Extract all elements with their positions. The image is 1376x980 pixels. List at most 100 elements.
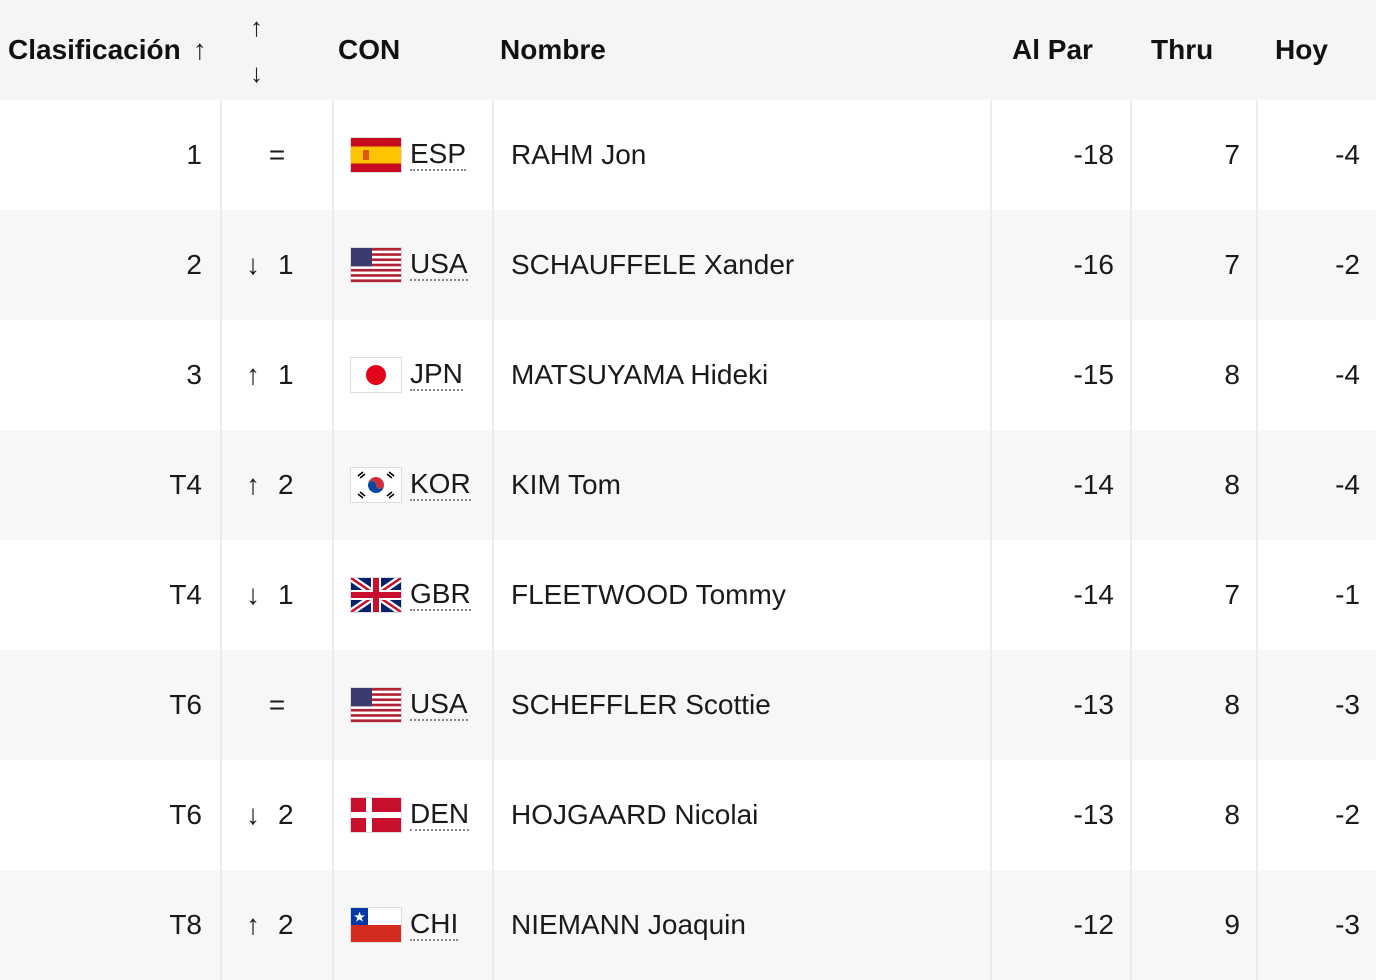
today-value: -2 — [1335, 799, 1360, 830]
to-par-cell: -18 — [992, 100, 1132, 210]
position-cell: T4 — [0, 540, 222, 650]
thru-value: 8 — [1224, 689, 1240, 720]
player-name[interactable]: SCHAUFFELE Xander — [511, 249, 795, 280]
table-row[interactable]: T6 = USA SCHEFFLER Scottie -13 8 -3 — [0, 650, 1376, 760]
player-name-cell: SCHAUFFELE Xander — [494, 210, 992, 320]
movement-value: 2 — [278, 799, 294, 830]
position-cell: 1 — [0, 100, 222, 210]
today-value: -1 — [1335, 579, 1360, 610]
today-cell: -4 — [1258, 100, 1376, 210]
nation-code[interactable]: USA — [410, 248, 468, 281]
to-par-cell: -15 — [992, 320, 1132, 430]
to-par-cell: -14 — [992, 430, 1132, 540]
movement-cell: = — [222, 650, 334, 760]
position-cell: T6 — [0, 760, 222, 870]
player-name[interactable]: RAHM Jon — [511, 139, 647, 170]
thru-cell: 7 — [1132, 100, 1258, 210]
today-cell: -2 — [1258, 210, 1376, 320]
today-cell: -4 — [1258, 430, 1376, 540]
thru-cell: 8 — [1132, 320, 1258, 430]
nation-cell: DEN — [334, 760, 494, 870]
to-par-value: -15 — [1073, 359, 1114, 390]
player-name-cell: KIM Tom — [494, 430, 992, 540]
position-value: T6 — [169, 799, 202, 830]
nation-code[interactable]: KOR — [410, 468, 471, 501]
table-row[interactable]: T4 ↑ 2 KOR KIM Tom -14 8 -4 — [0, 430, 1376, 540]
kor-flag-icon — [350, 467, 402, 503]
leaderboard-header: Clasificación ↑ ↑ ↓ CON Nombre Al Par Th… — [0, 0, 1376, 100]
header-movement[interactable]: ↑ ↓ — [222, 0, 334, 100]
today-value: -4 — [1335, 359, 1360, 390]
position-cell: T8 — [0, 870, 222, 980]
thru-value: 8 — [1224, 469, 1240, 500]
thru-value: 8 — [1224, 359, 1240, 390]
header-position-label: Clasificación — [8, 34, 181, 65]
header-today: Hoy — [1275, 34, 1328, 65]
today-value: -2 — [1335, 249, 1360, 280]
movement-value: 1 — [278, 359, 294, 390]
arrow-up-icon: ↑ — [246, 359, 260, 390]
player-name-cell: MATSUYAMA Hideki — [494, 320, 992, 430]
today-cell: -2 — [1258, 760, 1376, 870]
position-value: 2 — [186, 249, 202, 280]
leaderboard-rows: 1 = ESP RAHM Jon -18 7 -4 2 ↓ 1 USA SCHAUFFELE Xand… — [0, 100, 1376, 980]
thru-cell: 8 — [1132, 650, 1258, 760]
position-cell: 3 — [0, 320, 222, 430]
to-par-value: -18 — [1073, 139, 1114, 170]
arrow-up-icon: ↑ — [246, 469, 260, 500]
sort-ascending-icon[interactable]: ↑ — [192, 34, 207, 65]
arrow-down-icon: ↓ — [246, 799, 260, 830]
nation-cell: ESP — [334, 100, 494, 210]
today-cell: -4 — [1258, 320, 1376, 430]
nation-code[interactable]: JPN — [410, 358, 463, 391]
thru-value: 7 — [1224, 249, 1240, 280]
table-row[interactable]: T6 ↓ 2 DEN HOJGAARD Nicolai -13 8 -2 — [0, 760, 1376, 870]
player-name-cell: FLEETWOOD Tommy — [494, 540, 992, 650]
nation-code[interactable]: USA — [410, 688, 468, 721]
header-position[interactable]: Clasificación ↑ — [0, 0, 222, 100]
arrow-up-icon: ↑ — [246, 909, 260, 940]
today-value: -3 — [1335, 689, 1360, 720]
table-row[interactable]: T8 ↑ 2 CHI NIEMANN Joaquin -12 9 -3 — [0, 870, 1376, 980]
position-value: 1 — [186, 139, 202, 170]
to-par-value: -13 — [1073, 799, 1114, 830]
nation-code[interactable]: ESP — [410, 138, 467, 171]
sort-down-icon: ↓ — [250, 58, 263, 88]
nation-code[interactable]: DEN — [410, 798, 470, 831]
nation-code[interactable]: CHI — [410, 908, 459, 941]
header-to-par: Al Par — [1012, 34, 1093, 65]
chi-flag-icon — [350, 907, 402, 943]
thru-value: 9 — [1224, 909, 1240, 940]
header-nation: CON — [338, 34, 401, 65]
movement-value: 1 — [278, 579, 294, 610]
player-name[interactable]: MATSUYAMA Hideki — [511, 359, 769, 390]
arrow-down-icon: ↓ — [246, 579, 260, 610]
to-par-value: -14 — [1073, 579, 1114, 610]
thru-value: 8 — [1224, 799, 1240, 830]
table-row[interactable]: T4 ↓ 1 GBR FLEETWOOD Tommy -14 7 -1 — [0, 540, 1376, 650]
player-name[interactable]: FLEETWOOD Tommy — [511, 579, 786, 610]
nation-code[interactable]: GBR — [410, 578, 471, 611]
player-name[interactable]: KIM Tom — [511, 469, 621, 500]
sort-up-icon: ↑ — [250, 12, 263, 42]
nation-cell: USA — [334, 210, 494, 320]
jpn-flag-icon — [350, 357, 402, 393]
nation-cell: KOR — [334, 430, 494, 540]
position-value: 3 — [186, 359, 202, 390]
sort-toggle-icon[interactable]: ↑ ↓ — [250, 4, 263, 96]
player-name[interactable]: NIEMANN Joaquin — [511, 909, 746, 940]
thru-cell: 7 — [1132, 210, 1258, 320]
player-name[interactable]: SCHEFFLER Scottie — [511, 689, 771, 720]
table-row[interactable]: 1 = ESP RAHM Jon -18 7 -4 — [0, 100, 1376, 210]
usa-flag-icon — [350, 247, 402, 283]
today-cell: -1 — [1258, 540, 1376, 650]
table-row[interactable]: 2 ↓ 1 USA SCHAUFFELE Xander -16 7 -2 — [0, 210, 1376, 320]
to-par-cell: -14 — [992, 540, 1132, 650]
table-row[interactable]: 3 ↑ 1 JPN MATSUYAMA Hideki -15 8 -4 — [0, 320, 1376, 430]
movement-value: = — [268, 139, 286, 170]
movement-value: 2 — [278, 469, 294, 500]
player-name[interactable]: HOJGAARD Nicolai — [511, 799, 759, 830]
esp-flag-icon — [350, 137, 402, 173]
position-value: T4 — [169, 469, 202, 500]
